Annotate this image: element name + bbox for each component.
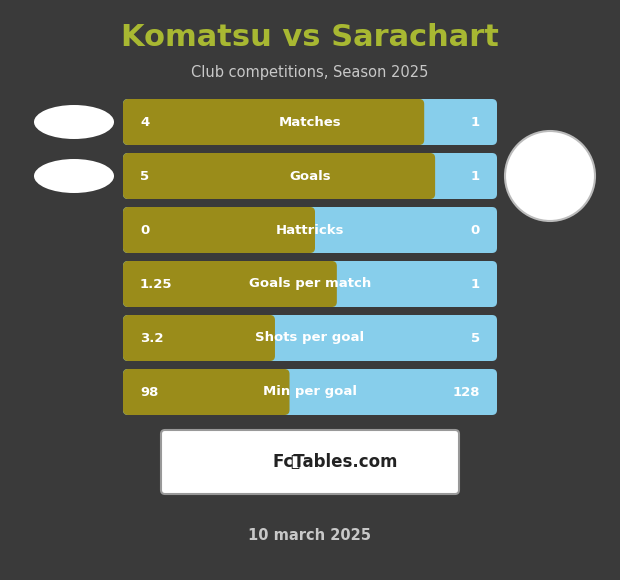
Text: 0: 0 bbox=[471, 223, 480, 237]
Text: 0: 0 bbox=[140, 223, 149, 237]
Text: 1: 1 bbox=[471, 169, 480, 183]
Text: 98: 98 bbox=[140, 386, 158, 398]
FancyBboxPatch shape bbox=[123, 153, 435, 199]
Text: Goals: Goals bbox=[289, 169, 331, 183]
FancyBboxPatch shape bbox=[123, 153, 497, 199]
Text: 10 march 2025: 10 march 2025 bbox=[249, 528, 371, 543]
Text: 3.2: 3.2 bbox=[140, 332, 164, 345]
FancyBboxPatch shape bbox=[123, 369, 290, 415]
Text: 1.25: 1.25 bbox=[140, 277, 172, 291]
Text: 5: 5 bbox=[471, 332, 480, 345]
Text: Club competitions, Season 2025: Club competitions, Season 2025 bbox=[192, 64, 428, 79]
Ellipse shape bbox=[34, 159, 114, 193]
FancyBboxPatch shape bbox=[123, 207, 497, 253]
FancyBboxPatch shape bbox=[123, 207, 315, 253]
FancyBboxPatch shape bbox=[123, 315, 275, 361]
Text: 🏦: 🏦 bbox=[290, 455, 299, 469]
FancyBboxPatch shape bbox=[123, 99, 424, 145]
FancyBboxPatch shape bbox=[123, 99, 497, 145]
FancyBboxPatch shape bbox=[123, 369, 497, 415]
Text: Hattricks: Hattricks bbox=[276, 223, 344, 237]
Text: Goals per match: Goals per match bbox=[249, 277, 371, 291]
FancyBboxPatch shape bbox=[123, 315, 497, 361]
Ellipse shape bbox=[505, 131, 595, 221]
Text: 128: 128 bbox=[453, 386, 480, 398]
Ellipse shape bbox=[34, 105, 114, 139]
Text: 1: 1 bbox=[471, 115, 480, 129]
Text: 5: 5 bbox=[140, 169, 149, 183]
Text: Matches: Matches bbox=[278, 115, 342, 129]
Text: Min per goal: Min per goal bbox=[263, 386, 357, 398]
Text: FcTables.com: FcTables.com bbox=[272, 453, 398, 471]
Text: 4: 4 bbox=[140, 115, 149, 129]
Text: Shots per goal: Shots per goal bbox=[255, 332, 365, 345]
Text: 1: 1 bbox=[471, 277, 480, 291]
Text: Komatsu vs Sarachart: Komatsu vs Sarachart bbox=[121, 24, 499, 53]
FancyBboxPatch shape bbox=[123, 261, 337, 307]
FancyBboxPatch shape bbox=[123, 261, 497, 307]
FancyBboxPatch shape bbox=[161, 430, 459, 494]
